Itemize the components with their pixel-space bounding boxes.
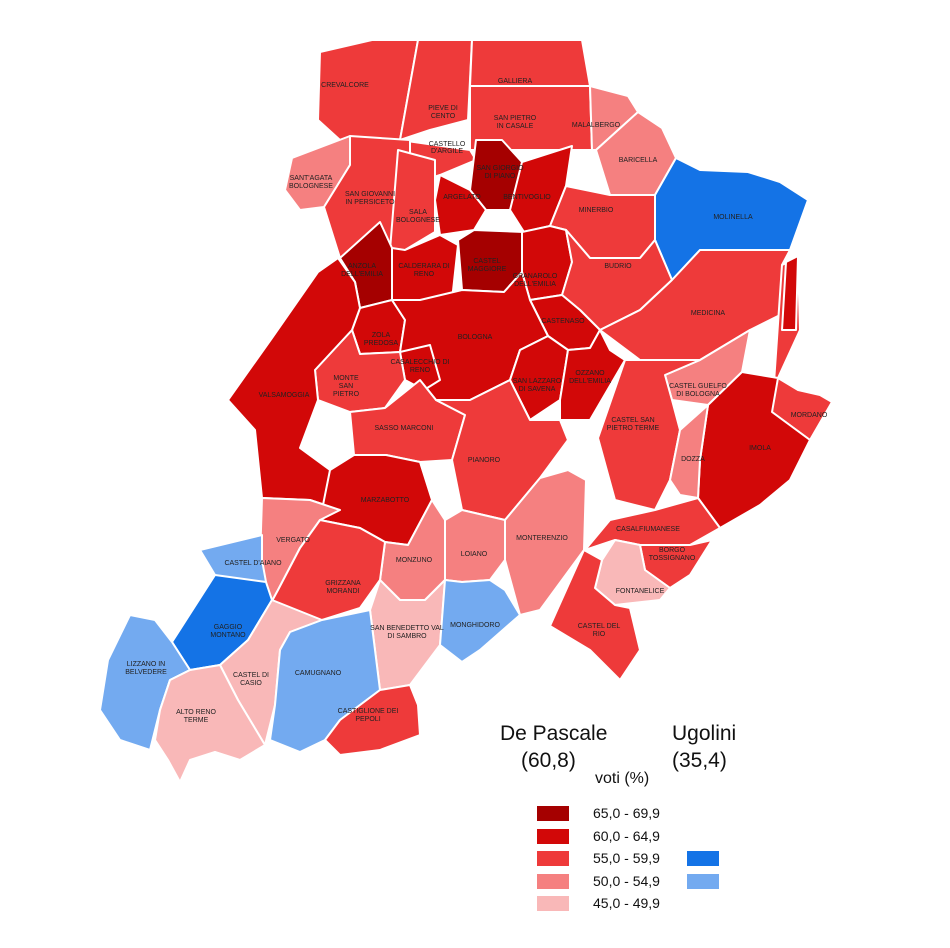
- label-castello-d-argile-2: D'ARGILE: [431, 148, 463, 155]
- label-camugnano: CAMUGNANO: [295, 670, 342, 677]
- label-malalbergo: MALALBERGO: [572, 122, 621, 129]
- label-crevalcore: CREVALCORE: [321, 82, 369, 89]
- label-bentivoglio: BENTIVOGLIO: [503, 194, 551, 201]
- label-alto-reno-terme-2: TERME: [184, 717, 209, 724]
- label-castel-guelfo-di-bologna-2: DI BOLOGNA: [676, 391, 720, 398]
- municipality-sala-bolognese: [389, 149, 436, 251]
- label-anzola-dell-emilia-2: DELL'EMILIA: [341, 271, 383, 278]
- label-casalecchio-di-reno-2: RENO: [410, 367, 431, 374]
- label-gaggio-montano-2: MONTANO: [210, 632, 246, 639]
- label-san-benedetto-val-di-sambro-2: DI SAMBRO: [387, 633, 427, 640]
- label-san-benedetto-val-di-sambro-1: SAN BENEDETTO VAL: [370, 625, 444, 632]
- municipality-monghidoro: [439, 579, 521, 663]
- label-gaggio-montano-1: GAGGIO: [214, 624, 243, 631]
- label-borgo-tossignano-2: TOSSIGNANO: [649, 555, 696, 562]
- label-castel-maggiore-2: MAGGIORE: [468, 266, 507, 273]
- label-medicina: MEDICINA: [691, 310, 726, 317]
- label-castiglione-dei-pepoli-2: PEPOLI: [355, 716, 380, 723]
- label-san-giorgio-di-piano-2: DI PIANO: [485, 173, 516, 180]
- label-monte-san-pietro-3: PIETRO: [333, 391, 360, 398]
- label-zola-predosa-2: PREDOSA: [364, 340, 399, 347]
- label-castel-guelfo-di-bologna-1: CASTEL GUELFO: [669, 383, 727, 390]
- label-pieve-di-cento-2: CENTO: [431, 113, 456, 120]
- label-castiglione-dei-pepoli-1: CASTIGLIONE DEI: [338, 708, 399, 715]
- label-sala-bolognese-2: BOLOGNESE: [396, 217, 440, 224]
- label-castenaso: CASTENASO: [541, 318, 585, 325]
- municipality-border-strip: [781, 255, 799, 331]
- label-monterenzio: MONTERENZIO: [516, 535, 568, 542]
- municipality-pianoro: [435, 379, 569, 521]
- label-alto-reno-terme-1: ALTO RENO: [176, 709, 216, 716]
- label-casalecchio-di-reno-1: CASALECCHIO DI: [390, 359, 449, 366]
- label-ozzano-dell-emilia-1: OZZANO: [575, 370, 605, 377]
- label-pieve-di-cento-1: PIEVE DI: [428, 105, 458, 112]
- label-pianoro: PIANORO: [468, 457, 501, 464]
- label-san-giorgio-di-piano-1: SAN GIORGIO: [476, 165, 524, 172]
- municipality-castiglione-dei-pepoli: [324, 684, 421, 756]
- label-sasso-marconi: SASSO MARCONI: [374, 425, 433, 432]
- label-marzabotto: MARZABOTTO: [361, 497, 410, 504]
- label-molinella: MOLINELLA: [713, 214, 753, 221]
- municipality-monte-san-pietro: [314, 329, 406, 413]
- label-bologna: BOLOGNA: [458, 334, 493, 341]
- label-borgo-tossignano-1: BORGO: [659, 547, 686, 554]
- label-sala-bolognese-1: SALA: [409, 209, 427, 216]
- label-monghidoro: MONGHIDORO: [450, 622, 500, 629]
- label-fontanelice: FONTANELICE: [616, 588, 665, 595]
- label-castel-del-rio-1: CASTEL DEL: [578, 623, 621, 630]
- label-monte-san-pietro-2: SAN: [339, 383, 353, 390]
- label-baricella: BARICELLA: [619, 157, 658, 164]
- label-argelato: ARGELATO: [443, 194, 481, 201]
- label-san-giovanni-in-persiceto-2: IN PERSICETO: [345, 199, 395, 206]
- label-granarolo-dell-emilia-1: GRANAROLO: [513, 273, 558, 280]
- label-dozza: DOZZA: [681, 456, 705, 463]
- label-castel-san-pietro-terme-2: PIETRO TERME: [607, 425, 660, 432]
- label-loiano: LOIANO: [461, 551, 488, 558]
- label-castel-d-aiano: CASTEL D'AIANO: [224, 560, 282, 567]
- label-granarolo-dell-emilia-2: DELL'EMILIA: [514, 281, 556, 288]
- label-anzola-dell-emilia-1: ANZOLA: [348, 263, 376, 270]
- municipality-castel-d-aiano: [199, 534, 267, 583]
- label-san-pietro-in-casale-1: SAN PIETRO: [494, 115, 537, 122]
- label-ozzano-dell-emilia-2: DELL'EMILIA: [569, 378, 611, 385]
- municipality-loiano: [444, 509, 506, 583]
- label-san-lazzaro-di-savena-1: SAN LAZZARO: [513, 378, 562, 385]
- label-sant-agata-bolognese-2: BOLOGNESE: [289, 183, 333, 190]
- label-budrio: BUDRIO: [604, 263, 632, 270]
- label-castel-maggiore-1: CASTEL: [473, 258, 500, 265]
- label-minerbio: MINERBIO: [579, 207, 614, 214]
- label-sant-agata-bolognese-1: SANT'AGATA: [290, 175, 333, 182]
- label-castel-di-casio-1: CASTEL DI: [233, 672, 269, 679]
- municipality-pieve-di-cento: [399, 39, 473, 141]
- label-monzuno: MONZUNO: [396, 557, 433, 564]
- label-valsamoggia: VALSAMOGGIA: [259, 392, 310, 399]
- label-lizzano-in-belvedere-2: BELVEDERE: [125, 669, 167, 676]
- label-castel-del-rio-2: RIO: [593, 631, 606, 638]
- municipality-areas: [99, 39, 833, 783]
- label-san-pietro-in-casale-2: IN CASALE: [497, 123, 534, 130]
- label-mordano: MORDANO: [791, 412, 828, 419]
- label-grizzana-morandi-1: GRIZZANA: [325, 580, 361, 587]
- municipality-castel-del-rio: [549, 549, 641, 681]
- label-castel-san-pietro-terme-1: CASTEL SAN: [611, 417, 654, 424]
- label-calderara-di-reno-1: CALDERARA DI: [398, 263, 449, 270]
- label-castel-di-casio-2: CASIO: [240, 680, 262, 687]
- label-san-lazzaro-di-savena-2: DI SAVENA: [519, 386, 556, 393]
- label-calderara-di-reno-2: RENO: [414, 271, 435, 278]
- label-vergato: VERGATO: [276, 537, 310, 544]
- label-castello-d-argile-1: CASTELLO: [429, 141, 466, 148]
- label-zola-predosa-1: ZOLA: [372, 332, 391, 339]
- label-galliera: GALLIERA: [498, 78, 533, 85]
- label-monte-san-pietro-1: MONTE: [333, 375, 359, 382]
- label-imola: IMOLA: [749, 445, 771, 452]
- municipality-alto-reno-terme: [154, 664, 266, 783]
- label-casalfiumanese: CASALFIUMANESE: [616, 526, 680, 533]
- label-lizzano-in-belvedere-1: LIZZANO IN: [127, 661, 166, 668]
- label-grizzana-morandi-2: MORANDI: [326, 588, 359, 595]
- label-san-giovanni-in-persiceto-1: SAN GIOVANNI: [345, 191, 395, 198]
